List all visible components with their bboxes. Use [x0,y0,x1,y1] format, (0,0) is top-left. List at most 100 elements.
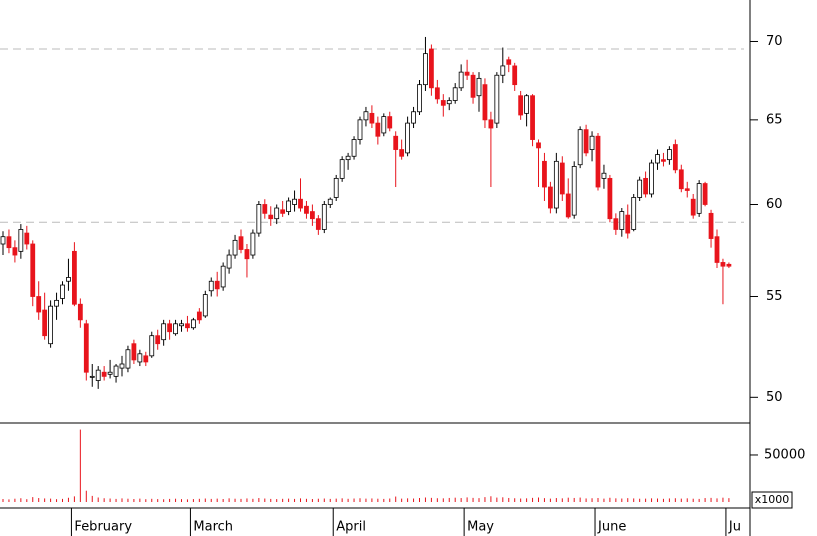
candle-body [720,262,726,267]
candle-body [607,177,613,220]
candle-body [684,188,690,191]
candle-body [571,166,577,216]
candle-body [667,149,672,161]
candle-body [726,263,732,267]
candle-body [6,236,12,249]
candle-body [565,193,571,218]
candle-body [304,205,309,214]
candle-body [321,204,327,230]
candle-body [113,365,119,377]
candle-body [12,247,18,256]
candle-body [54,299,59,307]
candle-body [518,95,524,116]
candle-body [446,100,452,105]
x-tick-label: April [336,520,366,535]
candle-body [131,343,137,361]
candle-body [173,323,178,335]
candle-body [363,111,369,121]
candle-body [357,119,363,140]
candle-body [690,198,696,216]
candle-body [125,349,131,369]
candle-body [101,371,107,377]
candle-body [107,371,113,375]
candle-body [553,160,559,209]
candle-body [66,277,71,282]
x-tick-label: June [597,520,626,535]
candle-body [506,59,512,65]
candle-body [42,309,48,337]
candle-body [220,265,226,288]
candle-body [238,236,244,250]
candle-body [143,355,149,363]
candle-body [95,369,101,381]
candle-body [464,71,470,76]
candle-body [369,112,375,124]
volume-tick-label: 50000 [764,447,805,462]
candle-body [244,249,250,260]
candle-body [292,198,297,205]
candle-body [452,87,458,101]
candle-body [83,323,89,373]
candle-body [77,303,83,321]
candle-body [24,232,30,245]
y-tick-label: 55 [766,289,783,304]
candle-body [345,155,351,161]
candle-body [393,135,399,150]
candle-body [548,186,553,209]
candle-body [190,319,196,329]
candle-body [48,305,53,345]
candle-body [637,179,643,198]
candle-body [512,65,518,86]
candle-body [327,198,333,205]
candle-body [434,87,440,100]
candle-body [351,139,357,157]
candle-body [542,160,547,188]
candle-body [411,111,416,124]
candle-body [619,211,625,230]
candle-body [89,375,95,378]
candle-body [440,100,446,106]
x-tick-label: Ju [728,520,741,535]
candle-body [423,53,428,86]
candle-body [714,236,720,263]
candle-body [250,232,256,256]
candle-body [167,323,173,333]
volume-unit: x1000 [755,493,790,506]
candle-body [196,311,202,321]
candle-body [387,116,393,129]
candle-body [161,323,167,341]
candle-body [655,154,660,164]
candle-body [0,236,6,245]
candle-body [280,209,286,214]
candle-body [256,204,262,234]
x-tick-label: May [467,520,494,535]
candle-body [470,74,476,98]
candle-body [500,65,506,76]
candle-body [309,211,315,220]
candle-body [405,122,411,154]
candle-body [202,294,208,317]
candle-body [702,183,708,205]
candle-body [268,214,274,220]
candle-body [649,162,654,195]
y-tick-label: 60 [766,197,783,212]
candle-body [315,218,321,230]
candle-body [494,74,500,124]
candle-body [577,129,583,166]
candle-body [524,95,529,114]
y-tick-label: 65 [766,112,783,127]
candle-body [631,197,637,230]
candle-body [18,229,24,252]
candle-body [119,363,125,369]
candle-body [530,95,535,140]
candle-body [137,353,143,363]
candle-body [30,243,36,297]
candle-body [149,335,155,357]
candle-body [488,119,494,129]
candle-body [214,280,220,290]
candle-body [476,77,482,97]
candle-body [625,214,631,234]
candle-body [643,177,648,195]
candle-body [661,159,666,162]
